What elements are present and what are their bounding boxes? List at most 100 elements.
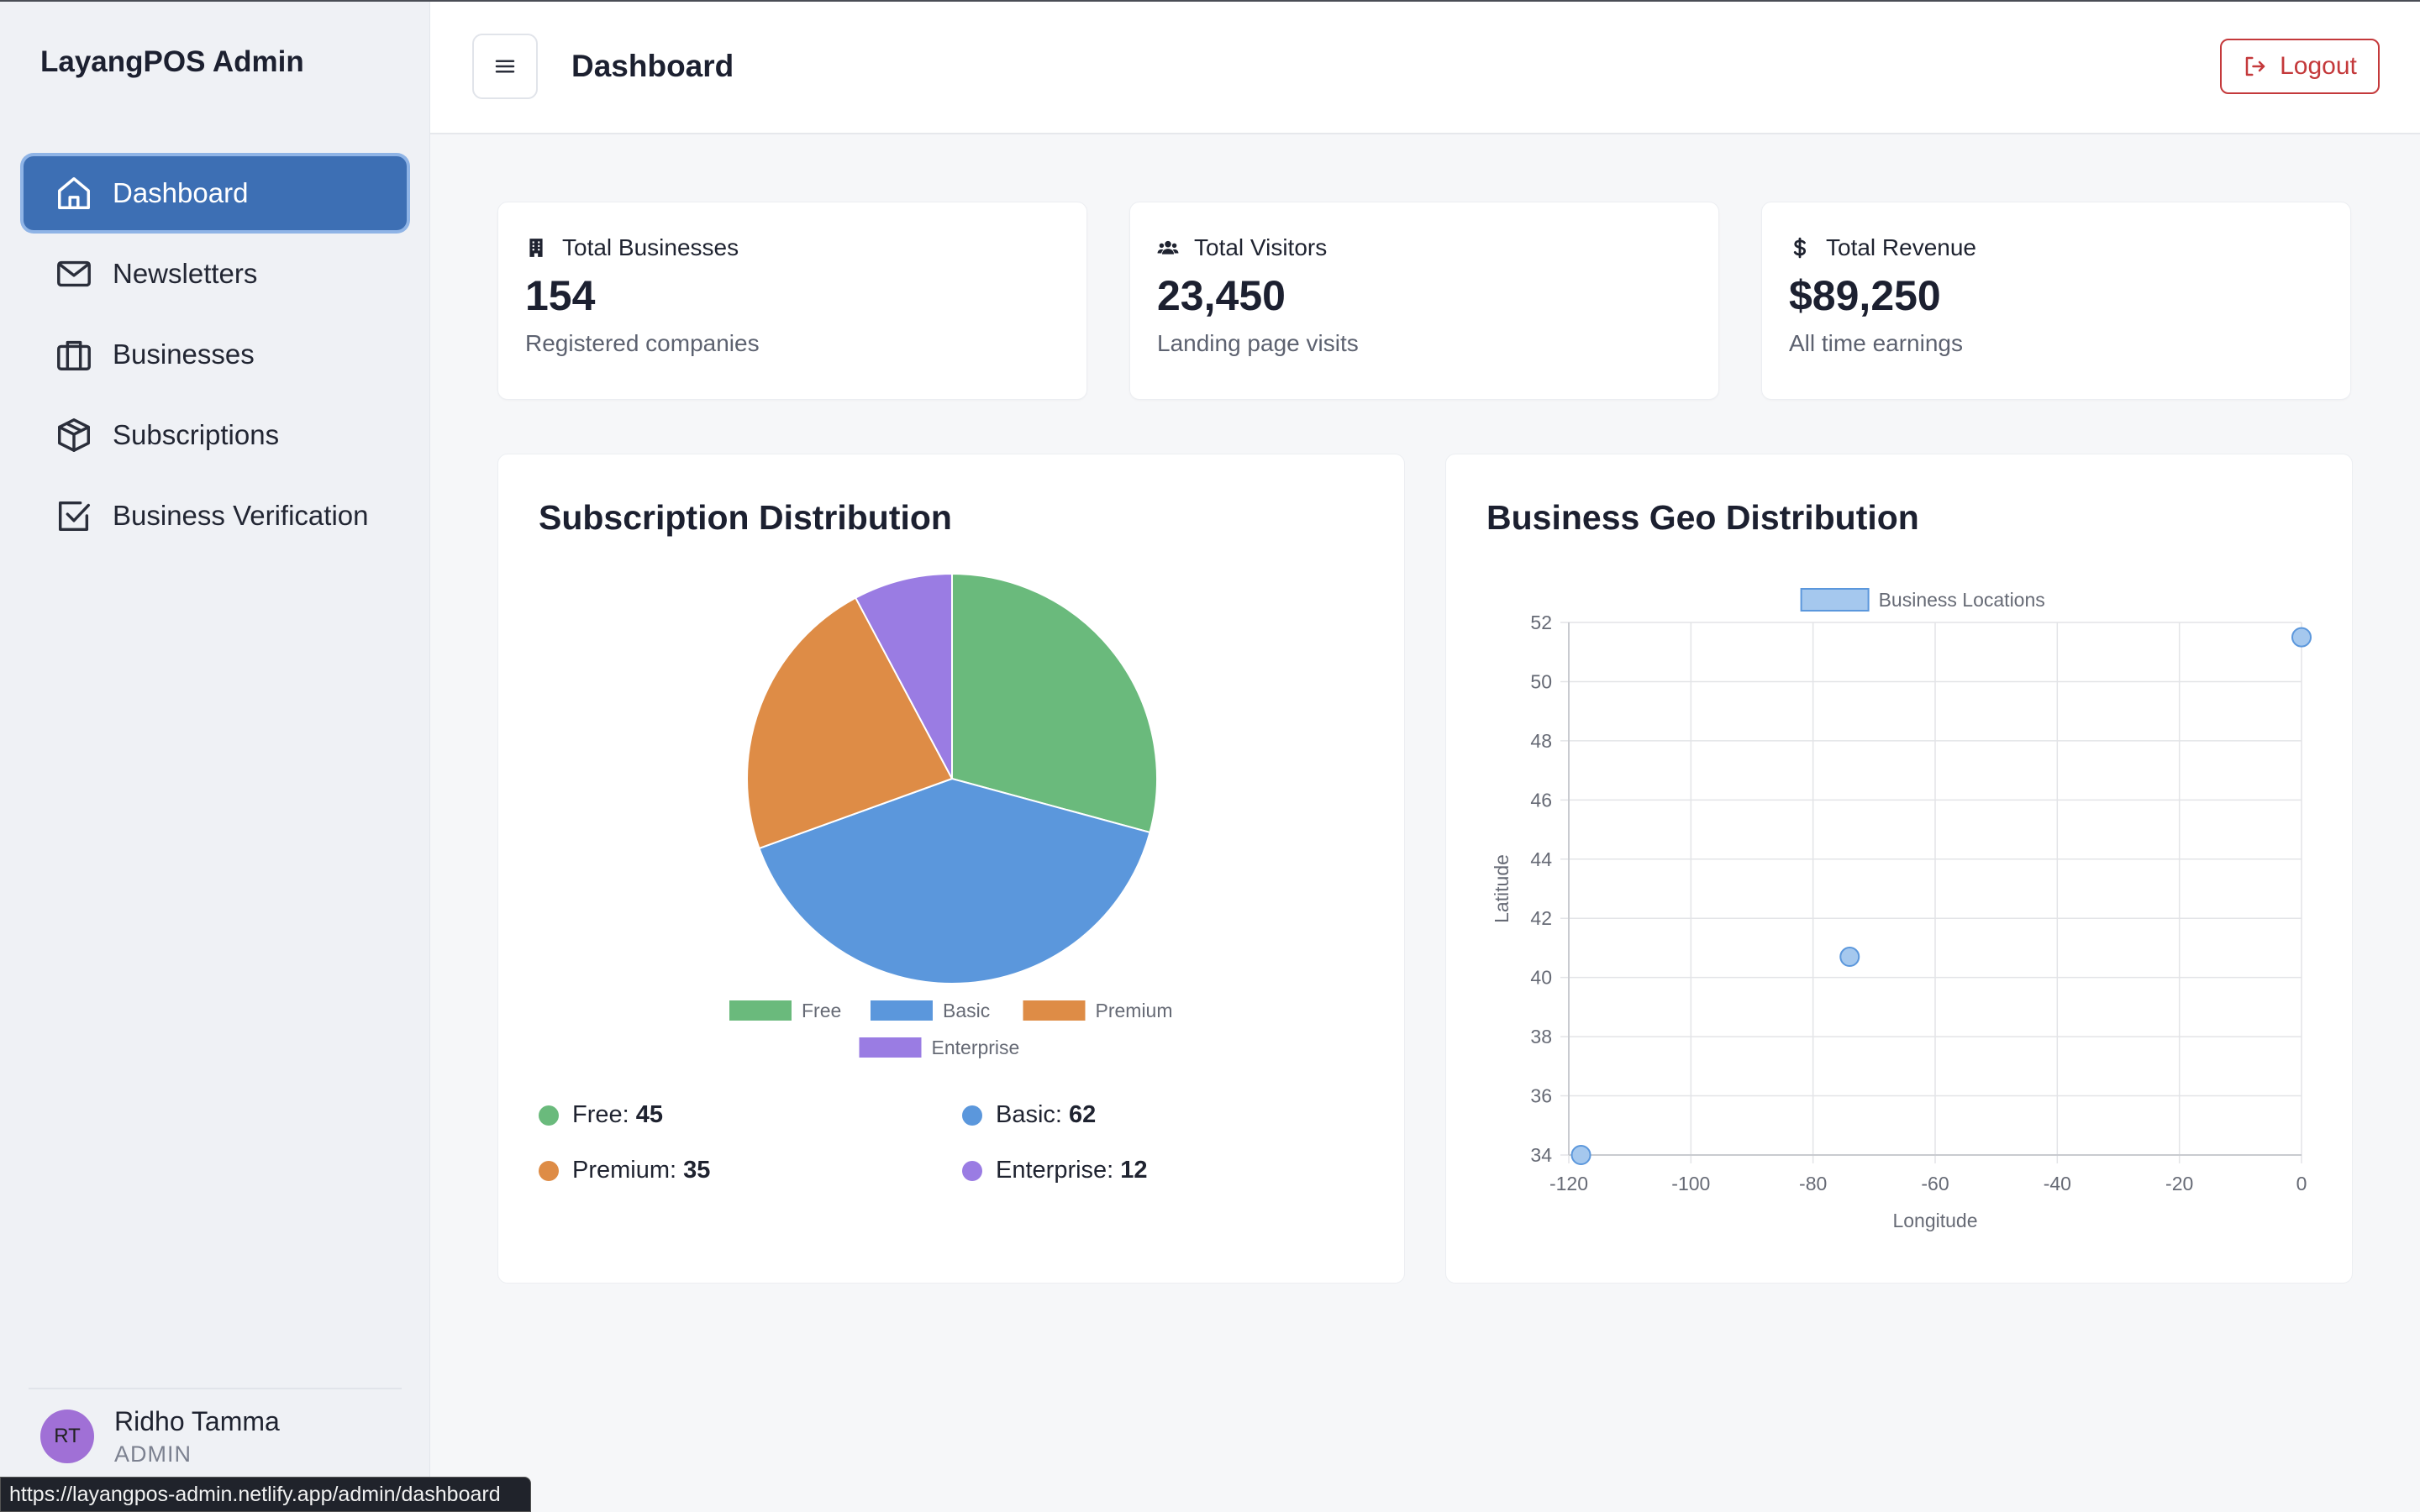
logout-icon [2245,56,2265,76]
divider [29,1388,402,1389]
sidebar-item-label: Business Verification [113,500,369,531]
enterprise-dot-icon [962,1160,982,1181]
count-value: 45 [635,1101,663,1128]
count-free: Free: 45 [539,1101,663,1129]
sidebar-item-label: Newsletters [113,258,258,289]
pie-slice-free[interactable] [951,572,1158,834]
y-tick-label: 48 [1530,730,1552,752]
chart-title: Subscription Distribution [539,498,952,537]
x-tick-label: -60 [1921,1173,1949,1194]
sidebar-item-subscriptions[interactable]: Subscriptions [24,398,407,472]
scatter-point[interactable] [2291,627,2312,648]
count-enterprise: Enterprise: 12 [962,1157,1148,1184]
brand-title: LayangPOS Admin [40,45,304,78]
legend-label: Enterprise [932,1037,1020,1058]
legend-swatch [1800,588,1870,612]
sidebar-item-business-verification[interactable]: Business Verification [24,479,407,553]
users-icon [1157,240,1179,255]
x-tick-label: 0 [2296,1173,2307,1194]
count-label: Premium: [572,1157,677,1184]
sidebar-item-newsletters[interactable]: Newsletters [24,237,407,311]
scatter-point[interactable] [1570,1145,1591,1165]
scatter-point[interactable] [1839,947,1860,968]
y-tick-label: 34 [1530,1144,1552,1166]
home-icon [54,173,94,213]
y-tick-label: 46 [1530,789,1552,811]
count-label: Free: [572,1101,629,1128]
stat-value: 154 [525,272,596,319]
x-tick-label: -80 [1799,1173,1827,1194]
count-label: Basic: [996,1101,1062,1128]
subscription-pie-chart: Free Basic Premium Enterprise [729,572,1173,1058]
sidebar-nav: Dashboard Newsletters Businesses Subscri… [24,156,407,559]
stat-title: Total Visitors [1194,234,1328,260]
stat-title: Total Businesses [562,234,739,260]
window-top-edge [0,0,2420,2]
x-tick-label: -120 [1549,1173,1588,1194]
y-axis-title: Latitude [1491,854,1512,923]
stat-subtitle: All time earnings [1789,330,1963,356]
premium-dot-icon [539,1160,559,1181]
legend-label: Business Locations [1879,589,2045,611]
y-tick-label: 40 [1530,967,1552,989]
x-tick-label: -100 [1671,1173,1710,1194]
stat-card-revenue: Total Revenue $89,250 All time earnings [1761,202,2351,400]
menu-icon [495,60,515,73]
count-basic: Basic: 62 [962,1101,1096,1129]
legend-item-enterprise[interactable]: Enterprise [859,1037,1020,1058]
stat-value: $89,250 [1789,272,1941,319]
logout-button[interactable]: Logout [2220,39,2380,94]
check-square-icon [54,496,94,536]
building-icon [529,239,543,257]
chart-title: Business Geo Distribution [1486,498,1919,537]
count-premium: Premium: 35 [539,1157,710,1184]
logout-label: Logout [2280,52,2357,80]
x-tick-label: -40 [2044,1173,2071,1194]
count-value: 62 [1068,1101,1097,1128]
free-dot-icon [539,1105,559,1126]
y-tick-label: 36 [1530,1085,1552,1107]
stat-title: Total Revenue [1826,234,1977,260]
x-tick-label: -20 [2165,1173,2193,1194]
page-title: Dashboard [571,49,734,83]
sidebar-item-label: Subscriptions [113,419,280,450]
stat-subtitle: Registered companies [525,330,760,356]
legend-item-free[interactable]: Free [729,1000,841,1021]
menu-toggle-button[interactable] [472,34,538,99]
x-axis-title: Longitude [1892,1210,1977,1231]
legend-item-premium[interactable]: Premium [1023,1000,1173,1021]
stat-header: Total Businesses [525,234,739,261]
avatar[interactable]: RT [40,1410,94,1463]
top-header: Dashboard Logout [430,2,2420,134]
y-tick-label: 42 [1530,907,1552,929]
legend-swatch [871,1000,933,1021]
count-value: 12 [1120,1157,1148,1184]
basic-dot-icon [962,1105,982,1126]
legend-swatch [729,1000,792,1021]
stat-value: 23,450 [1157,272,1286,319]
legend-item-basic[interactable]: Basic [871,1000,990,1021]
sidebar-item-label: Businesses [113,339,255,370]
sidebar-item-dashboard[interactable]: Dashboard [24,156,407,230]
pie-slice-enterprise[interactable] [854,572,953,780]
count-label: Enterprise: [996,1157,1114,1184]
y-tick-label: 52 [1530,612,1552,633]
pie-slice-basic[interactable] [758,777,1151,984]
y-tick-label: 38 [1530,1026,1552,1047]
stat-card-visitors: Total Visitors 23,450 Landing page visit… [1129,202,1719,400]
pie-slice-premium[interactable] [746,596,954,850]
sidebar-item-businesses[interactable]: Businesses [24,318,407,391]
mail-icon [54,254,94,294]
legend-swatch [859,1037,922,1058]
legend-item-business-locations[interactable]: Business Locations [1800,588,2045,612]
y-tick-label: 50 [1530,670,1552,692]
legend-label: Premium [1096,1000,1173,1021]
package-icon [54,415,94,455]
stat-header: Total Revenue [1789,234,1976,261]
legend-swatch [1023,1000,1086,1021]
count-value: 35 [683,1157,711,1184]
dollar-icon [1793,237,1807,259]
sidebar-item-label: Dashboard [113,177,249,208]
stat-card-businesses: Total Businesses 154 Registered companie… [497,202,1087,400]
stat-header: Total Visitors [1157,234,1327,261]
